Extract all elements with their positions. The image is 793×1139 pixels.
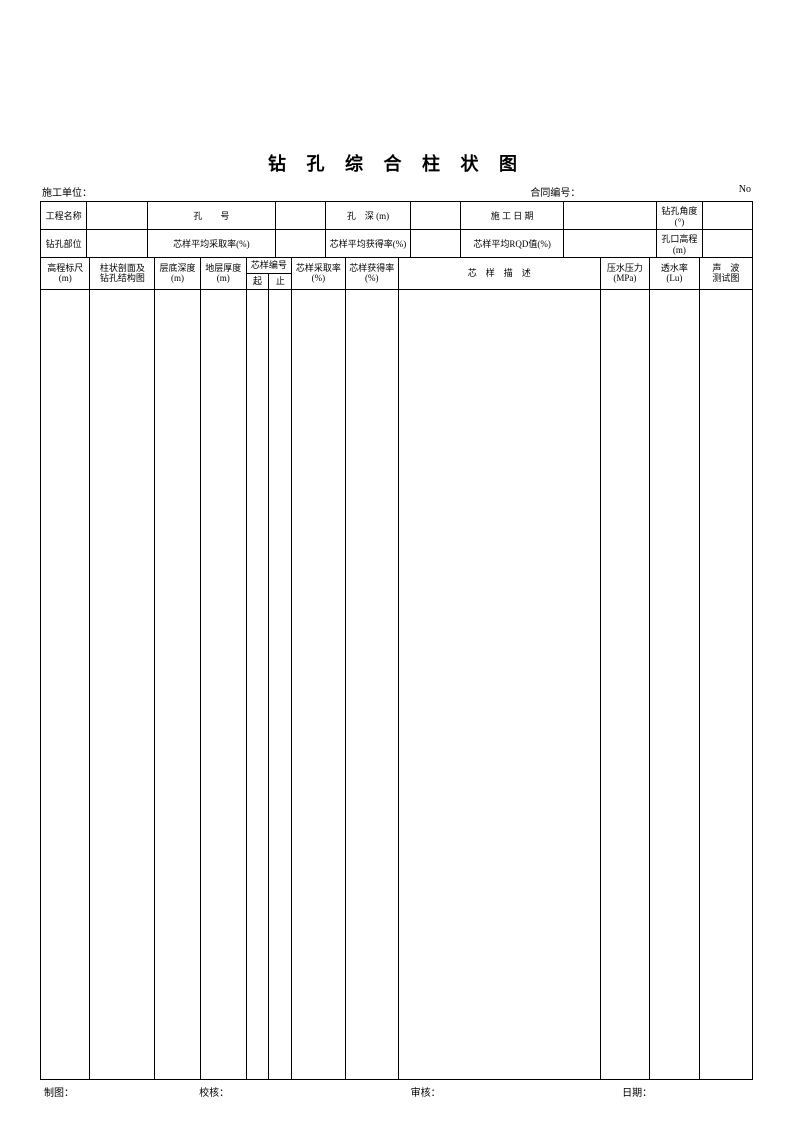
contract-no-label: 合同编号： — [530, 184, 580, 199]
header-row-1: 工程名称 孔 号 孔 深 (m) 施 工 日 期 钻孔角度(°) — [41, 202, 753, 230]
drill-position-value — [87, 230, 148, 258]
construction-date-value — [564, 202, 657, 230]
data-column-profile — [90, 289, 155, 1079]
core-avg-gain-label: 芯样平均获得率(%) — [325, 230, 410, 258]
core-avg-gain-value — [411, 230, 461, 258]
data-core-description — [398, 289, 600, 1079]
footer-info: 制图： 校核： 审核： 日期： — [40, 1084, 753, 1099]
page-title: 钻 孔 综 合 柱 状 图 — [40, 150, 753, 176]
construction-unit-label: 施工单位： — [42, 184, 92, 199]
data-permeability — [650, 289, 699, 1079]
no-label: No — [739, 184, 751, 199]
data-layer-bottom-depth — [155, 289, 201, 1079]
data-core-recovery — [292, 289, 345, 1079]
drawn-by-label: 制图： — [44, 1084, 199, 1099]
col-core-description: 芯 样 描 述 — [398, 258, 600, 289]
col-core-no-start: 起 — [246, 273, 269, 289]
project-name-label: 工程名称 — [41, 202, 87, 230]
date-label: 日期： — [622, 1084, 749, 1099]
data-layer-thickness — [200, 289, 246, 1079]
hole-depth-value — [411, 202, 461, 230]
col-sonic-test: 声 波 测试图 — [699, 258, 752, 289]
col-core-recovery: 芯样采取率 (%) — [292, 258, 345, 289]
data-row — [41, 289, 753, 1079]
core-avg-recovery-value — [275, 230, 325, 258]
col-layer-thickness: 地层厚度 (m) — [200, 258, 246, 289]
header-table: 工程名称 孔 号 孔 深 (m) 施 工 日 期 钻孔角度(°) 钻孔部位 芯样… — [40, 201, 753, 258]
core-avg-recovery-label: 芯样平均采取率(%) — [147, 230, 275, 258]
reviewed-by-label: 审核： — [411, 1084, 623, 1099]
data-core-no-start — [246, 289, 269, 1079]
hole-elevation-label: 孔口高程(m) — [656, 230, 702, 258]
core-avg-rqd-value — [564, 230, 657, 258]
column-header-row-1: 高程标尺 (m) 柱状剖面及 钻孔结构图 层底深度 (m) 地层厚度 (m) 芯… — [41, 258, 753, 273]
construction-date-label: 施 工 日 期 — [461, 202, 564, 230]
col-water-pressure: 压水压力 (MPa) — [600, 258, 649, 289]
hole-elevation-value — [703, 230, 753, 258]
data-elevation-scale — [41, 289, 90, 1079]
col-core-no-end: 止 — [269, 273, 292, 289]
hole-depth-label: 孔 深 (m) — [325, 202, 410, 230]
drill-position-label: 钻孔部位 — [41, 230, 87, 258]
hole-angle-value — [703, 202, 753, 230]
project-name-value — [87, 202, 148, 230]
col-elevation-scale: 高程标尺 (m) — [41, 258, 90, 289]
data-sonic-test — [699, 289, 752, 1079]
data-core-no-end — [269, 289, 292, 1079]
core-avg-rqd-label: 芯样平均RQD值(%) — [461, 230, 564, 258]
col-core-no: 芯样编号 — [246, 258, 292, 273]
col-permeability: 透水率 (Lu) — [650, 258, 699, 289]
col-core-gain: 芯样获得率 (%) — [345, 258, 398, 289]
header-row-2: 钻孔部位 芯样平均采取率(%) 芯样平均获得率(%) 芯样平均RQD值(%) 孔… — [41, 230, 753, 258]
hole-no-label: 孔 号 — [147, 202, 275, 230]
hole-angle-label: 钻孔角度(°) — [656, 202, 702, 230]
checked-by-label: 校核： — [199, 1084, 411, 1099]
data-table: 高程标尺 (m) 柱状剖面及 钻孔结构图 层底深度 (m) 地层厚度 (m) 芯… — [40, 258, 753, 1080]
top-info-bar: 施工单位： 合同编号： No — [40, 184, 753, 199]
col-layer-bottom-depth: 层底深度 (m) — [155, 258, 201, 289]
data-water-pressure — [600, 289, 649, 1079]
hole-no-value — [275, 202, 325, 230]
data-core-gain — [345, 289, 398, 1079]
col-column-profile: 柱状剖面及 钻孔结构图 — [90, 258, 155, 289]
